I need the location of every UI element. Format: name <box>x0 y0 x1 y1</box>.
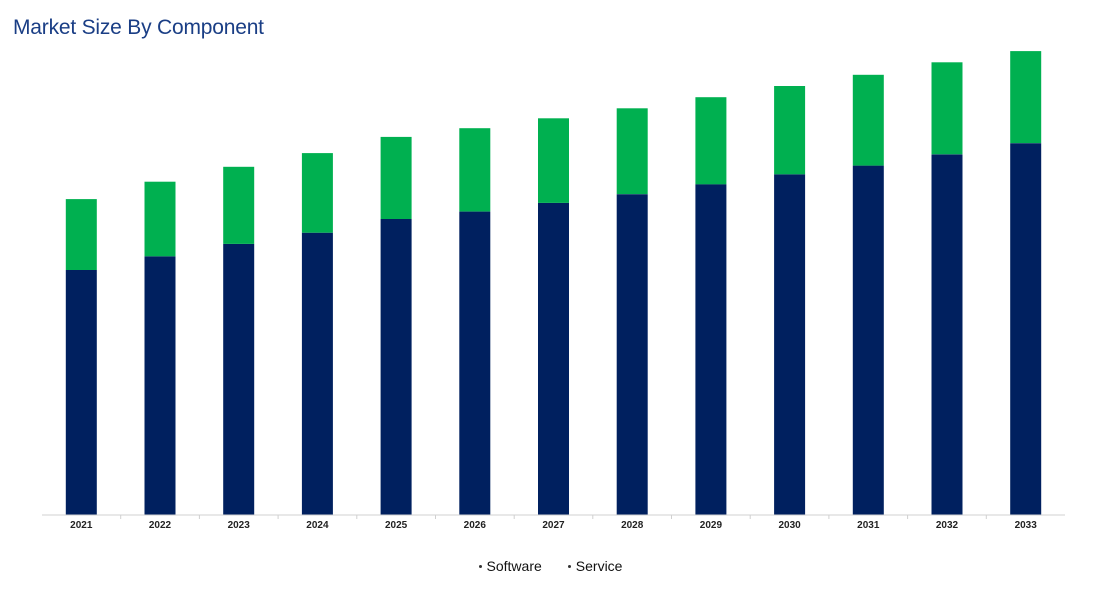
bar-software-2030[interactable] <box>774 174 806 516</box>
legend-item-software[interactable]: Software <box>478 558 542 574</box>
bar-software-2027[interactable] <box>538 202 569 515</box>
x-axis-ticks: 2021 2022 2023 2024 2025 2026 2027 2028 2029 2030… <box>70 515 1037 531</box>
stacked-bar-chart: 2021 2022 2023 2024 2025 2026 2027 2028 2029 2030… <box>42 51 1065 531</box>
legend-label-software: Software <box>486 558 542 574</box>
bar-software-2026[interactable] <box>459 211 491 515</box>
bar-software-2025[interactable] <box>380 219 412 515</box>
bar-service-2021[interactable] <box>65 199 97 270</box>
bar-service-2027[interactable] <box>538 118 569 203</box>
bar-software-2028[interactable] <box>616 194 648 515</box>
x-tick-label-2029: 2029 <box>700 520 723 531</box>
x-tick-label-2025: 2025 <box>385 520 408 531</box>
bar-service-2033[interactable] <box>1010 51 1042 144</box>
bar-service-2023[interactable] <box>223 166 255 244</box>
legend-item-service[interactable]: Service <box>567 558 623 574</box>
legend-label-service: Service <box>575 558 623 574</box>
bar-software-2022[interactable] <box>144 256 176 515</box>
bar-service-2031[interactable] <box>852 74 884 166</box>
chart-title: Market Size By Component <box>13 16 264 39</box>
x-tick-label-2021: 2021 <box>70 520 93 531</box>
bar-software-2021[interactable] <box>65 270 97 515</box>
x-tick-label-2027: 2027 <box>542 520 565 531</box>
bar-service-2032[interactable] <box>931 62 963 155</box>
bar-service-2025[interactable] <box>380 136 412 219</box>
bar-software-2023[interactable] <box>223 243 255 515</box>
x-tick-label-2033: 2033 <box>1015 520 1038 531</box>
bars-layer <box>65 51 1042 516</box>
legend-marker-software <box>478 564 482 568</box>
x-tick-label-2028: 2028 <box>621 520 644 531</box>
x-tick-label-2024: 2024 <box>306 520 329 531</box>
bar-software-2033[interactable] <box>1010 143 1042 515</box>
x-tick-label-2023: 2023 <box>228 520 251 531</box>
x-tick-label-2022: 2022 <box>149 520 172 531</box>
x-tick-label-2031: 2031 <box>857 520 880 531</box>
bar-service-2024[interactable] <box>301 153 333 233</box>
bar-software-2031[interactable] <box>852 165 884 515</box>
legend: Software Service <box>0 558 1101 574</box>
bar-software-2024[interactable] <box>301 232 333 515</box>
bar-software-2029[interactable] <box>695 184 727 515</box>
bar-service-2026[interactable] <box>459 128 491 212</box>
bar-service-2022[interactable] <box>144 181 176 257</box>
x-tick-label-2032: 2032 <box>936 520 959 531</box>
bar-service-2028[interactable] <box>616 108 648 195</box>
bar-service-2030[interactable] <box>774 86 806 175</box>
bar-service-2029[interactable] <box>695 97 727 185</box>
x-tick-label-2030: 2030 <box>778 520 801 531</box>
x-tick-label-2026: 2026 <box>464 520 487 531</box>
legend-marker-service <box>567 564 571 568</box>
bar-software-2032[interactable] <box>931 154 963 515</box>
